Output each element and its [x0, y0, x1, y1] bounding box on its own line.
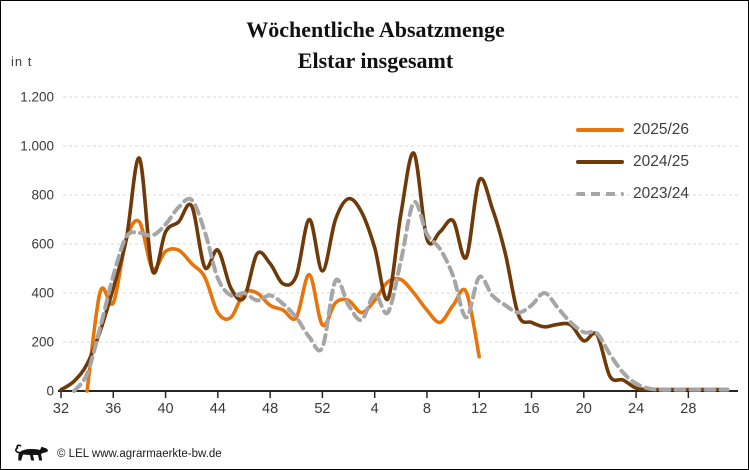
y-tick-label-800: 800 — [31, 188, 54, 203]
chart-title: Wöchentliche Absatzmenge Elstar insgesam… — [1, 14, 748, 76]
y-tick-label-1200: 1.200 — [20, 90, 54, 105]
chart-title-line2: Elstar insgesamt — [297, 48, 454, 73]
legend-label: 2025/26 — [633, 121, 690, 138]
x-tick-label-24: 24 — [628, 401, 644, 417]
y-tick-label-1000: 1.000 — [20, 139, 54, 154]
legend-line-sample-solid-brown — [576, 159, 624, 165]
legend-item-2025-26: 2025/26 — [576, 114, 689, 146]
y-tick-label-0: 0 — [46, 384, 54, 399]
bw-lion-logo-icon — [15, 444, 48, 461]
chart-title-line1: Wöchentliche Absatzmenge — [246, 17, 505, 42]
y-tick-label-200: 200 — [31, 335, 54, 350]
x-tick-label-36: 36 — [105, 401, 121, 417]
legend-label: 2024/25 — [633, 153, 690, 170]
x-tick-label-12: 12 — [471, 401, 487, 417]
x-tick-label-52: 52 — [314, 401, 330, 417]
footer: © LEL www.agrarmaerkte-bw.de — [14, 444, 222, 464]
x-tick-label-40: 40 — [157, 401, 173, 417]
y-tick-label-400: 400 — [31, 286, 54, 301]
legend: 2025/26 2024/25 2023/24 — [576, 114, 689, 210]
legend-label: 2023/24 — [633, 185, 690, 202]
legend-line-sample-dashed-gray — [576, 191, 624, 197]
x-tick-label-48: 48 — [262, 401, 278, 417]
x-tick-label-44: 44 — [210, 401, 226, 417]
x-tick-label-4: 4 — [371, 401, 379, 417]
x-tick-label-20: 20 — [576, 401, 592, 417]
y-tick-label-600: 600 — [31, 237, 54, 252]
legend-item-2023-24: 2023/24 — [576, 178, 689, 210]
x-tick-label-16: 16 — [523, 401, 539, 417]
x-tick-label-32: 32 — [53, 401, 69, 417]
legend-line-sample-solid-orange — [576, 127, 624, 133]
x-tick-label-8: 8 — [423, 401, 431, 417]
legend-item-2024-25: 2024/25 — [576, 146, 689, 178]
y-axis-unit-label: in t — [11, 54, 33, 69]
series-line-2023-24 — [72, 196, 730, 393]
footer-copyright: © LEL www.agrarmaerkte-bw.de — [57, 448, 222, 460]
x-tick-label-28: 28 — [680, 401, 696, 417]
series-line-2024-25 — [59, 151, 730, 392]
